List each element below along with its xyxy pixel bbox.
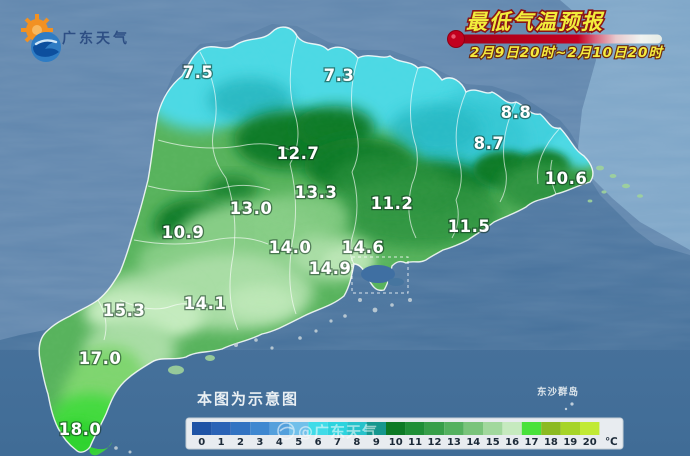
legend-tick-6: 6 — [315, 437, 322, 448]
legend-tick-20: 20 — [583, 437, 597, 448]
legend-tick-9: 9 — [373, 437, 380, 448]
legend-cell-2 — [230, 422, 251, 435]
legend-tick-18: 18 — [544, 437, 558, 448]
legend-tick-1: 1 — [218, 437, 225, 448]
legend-tick-0: 0 — [198, 437, 205, 448]
prefecture-boundaries — [97, 35, 561, 383]
temp-label-14.6: 14.6 — [342, 238, 385, 257]
legend-unit: ℃ — [605, 436, 618, 448]
temp-label-11.5: 11.5 — [448, 217, 491, 236]
legend-cell-1 — [211, 422, 231, 435]
temp-label-13.3: 13.3 — [295, 183, 338, 202]
temp-label-10.9: 10.9 — [162, 223, 205, 242]
legend-cell-4 — [269, 422, 289, 435]
legend-tick-11: 11 — [408, 437, 422, 448]
legend-cell-10 — [386, 422, 406, 435]
legend-tick-labels: 0 1 2 3 4 5 6 7 8 9 10 11 12 13 14 15 16 17 18 19 20 — [198, 437, 596, 448]
brand-logo: 广东天气 — [21, 14, 130, 62]
legend-cell-15 — [483, 422, 503, 435]
temp-label-14.1: 14.1 — [184, 294, 227, 313]
schematic-note: 本图为示意图 — [197, 390, 299, 408]
temp-label-18.0: 18.0 — [59, 420, 102, 439]
legend-cell-16 — [502, 422, 522, 435]
temp-label-7.3: 7.3 — [324, 66, 355, 85]
legend-cell-12 — [424, 422, 445, 435]
hongkong-dashed-box — [351, 256, 409, 294]
coastal-islands — [114, 165, 643, 454]
thermometer-graphic — [447, 30, 662, 48]
legend-tick-19: 19 — [563, 437, 577, 448]
temp-label-13.0: 13.0 — [230, 199, 273, 218]
legend-tick-2: 2 — [237, 437, 244, 448]
temp-label-14.0: 14.0 — [269, 238, 312, 257]
temp-label-11.2: 11.2 — [371, 194, 414, 213]
legend-tick-4: 4 — [276, 437, 283, 448]
dongsha-islands-label: 东沙群岛 — [537, 386, 579, 398]
legend-cell-13 — [444, 422, 464, 435]
legend-tick-12: 12 — [428, 437, 442, 448]
legend-tick-17: 17 — [525, 437, 539, 448]
banner-period: 2月9日20时~2月10日20时 — [470, 45, 664, 61]
legend-tick-5: 5 — [295, 437, 302, 448]
temp-label-7.5: 7.5 — [183, 63, 214, 82]
legend-cell-9 — [366, 422, 386, 435]
legend-cell-0 — [192, 422, 212, 435]
legend-cell-6 — [308, 422, 328, 435]
watermark-swirl-icon — [277, 422, 295, 440]
temp-label-8.7: 8.7 — [474, 134, 505, 153]
temperature-labels: 7.5 7.3 8.8 8.7 10.6 12.7 13.3 13.0 11.2 11.5 10.9… — [57, 62, 588, 441]
legend-tick-10: 10 — [389, 437, 403, 448]
banner-title: 最低气温预报 — [466, 10, 605, 34]
legend-color-cells — [192, 422, 600, 435]
temp-label-15.3: 15.3 — [103, 301, 146, 320]
legend-cell-8 — [347, 422, 367, 435]
legend-cell-7 — [327, 422, 348, 435]
temp-label-10.6: 10.6 — [545, 169, 588, 188]
legend-cell-18 — [541, 422, 561, 435]
temp-label-8.8: 8.8 — [501, 103, 532, 122]
legend-tick-7: 7 — [334, 437, 341, 448]
brand-name: 广东天气 — [62, 30, 130, 47]
legend-tick-13: 13 — [447, 437, 461, 448]
temp-label-14.9: 14.9 — [309, 259, 352, 278]
legend-tick-15: 15 — [486, 437, 500, 448]
legend-tick-16: 16 — [505, 437, 519, 448]
legend-cell-20 — [580, 422, 600, 435]
legend-cell-11 — [405, 422, 425, 435]
forecast-banner: 最低气温预报 2月9日20时~2月10日20时 — [447, 8, 665, 62]
temp-label-12.7: 12.7 — [277, 144, 320, 163]
temperature-legend: 0 1 2 3 4 5 6 7 8 9 10 11 12 13 14 15 16 17 18 19 20 ℃ — [185, 417, 624, 450]
watermark-text: @广东天气 — [298, 423, 378, 441]
legend-tick-8: 8 — [353, 437, 360, 448]
legend-cell-14 — [463, 422, 483, 435]
legend-tick-14: 14 — [466, 437, 480, 448]
temp-label-17.0: 17.0 — [79, 349, 122, 368]
legend-cell-17 — [521, 422, 542, 435]
watermark: @广东天气 — [277, 422, 378, 441]
legend-tick-3: 3 — [256, 437, 263, 448]
blue-swirl-icon — [31, 32, 61, 62]
legend-cell-3 — [250, 422, 270, 435]
legend-cell-19 — [560, 422, 580, 435]
province-border — [38, 26, 594, 453]
